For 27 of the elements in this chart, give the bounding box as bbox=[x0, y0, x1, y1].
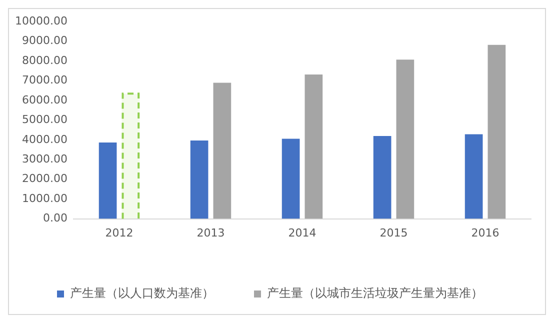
y-tick-label: 5000.00 bbox=[22, 113, 68, 126]
bar bbox=[282, 138, 300, 219]
y-tick-label: 0.00 bbox=[42, 212, 68, 225]
y-tick-label: 4000.00 bbox=[22, 132, 68, 146]
y-tick-label: 2000.00 bbox=[22, 172, 68, 186]
y-tick-label: 8000.00 bbox=[22, 54, 68, 67]
y-tick-label: 9000.00 bbox=[22, 34, 68, 48]
x-tick-label: 2015 bbox=[380, 226, 408, 240]
bar bbox=[396, 60, 414, 219]
y-tick-label: 7000.00 bbox=[22, 74, 68, 87]
y-tick-label: 1000.00 bbox=[22, 192, 68, 205]
bar bbox=[373, 136, 392, 219]
x-tick-label: 2013 bbox=[196, 226, 225, 240]
y-tick-label: 3000.00 bbox=[22, 152, 68, 166]
x-tick-label: 2016 bbox=[471, 226, 500, 240]
y-tick-label: 6000.00 bbox=[22, 93, 68, 106]
bar bbox=[190, 140, 208, 219]
x-tick-label: 2014 bbox=[288, 226, 316, 240]
legend-label: 产生量（以人口数为基准） bbox=[70, 286, 214, 300]
bar bbox=[213, 82, 232, 219]
x-tick-label: 2012 bbox=[105, 226, 134, 240]
bar bbox=[464, 134, 483, 219]
bar bbox=[488, 44, 506, 219]
bar bbox=[98, 142, 117, 219]
y-tick-label: 10000.00 bbox=[14, 14, 68, 28]
legend-label: 产生量（以城市生活垃圾产生量为基准） bbox=[267, 286, 483, 300]
bar bbox=[304, 74, 323, 219]
